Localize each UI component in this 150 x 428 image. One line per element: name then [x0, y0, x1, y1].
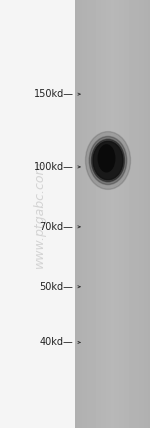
- Ellipse shape: [92, 140, 124, 182]
- Ellipse shape: [98, 145, 115, 172]
- Ellipse shape: [85, 132, 130, 189]
- Text: 70kd—: 70kd—: [40, 222, 74, 232]
- Text: 40kd—: 40kd—: [40, 337, 74, 348]
- Text: 150kd—: 150kd—: [33, 89, 74, 99]
- Text: 100kd—: 100kd—: [34, 162, 74, 172]
- Ellipse shape: [89, 137, 127, 184]
- Text: www.ptgabc.com: www.ptgabc.com: [33, 160, 45, 268]
- Ellipse shape: [93, 141, 123, 180]
- Text: 50kd—: 50kd—: [40, 282, 74, 292]
